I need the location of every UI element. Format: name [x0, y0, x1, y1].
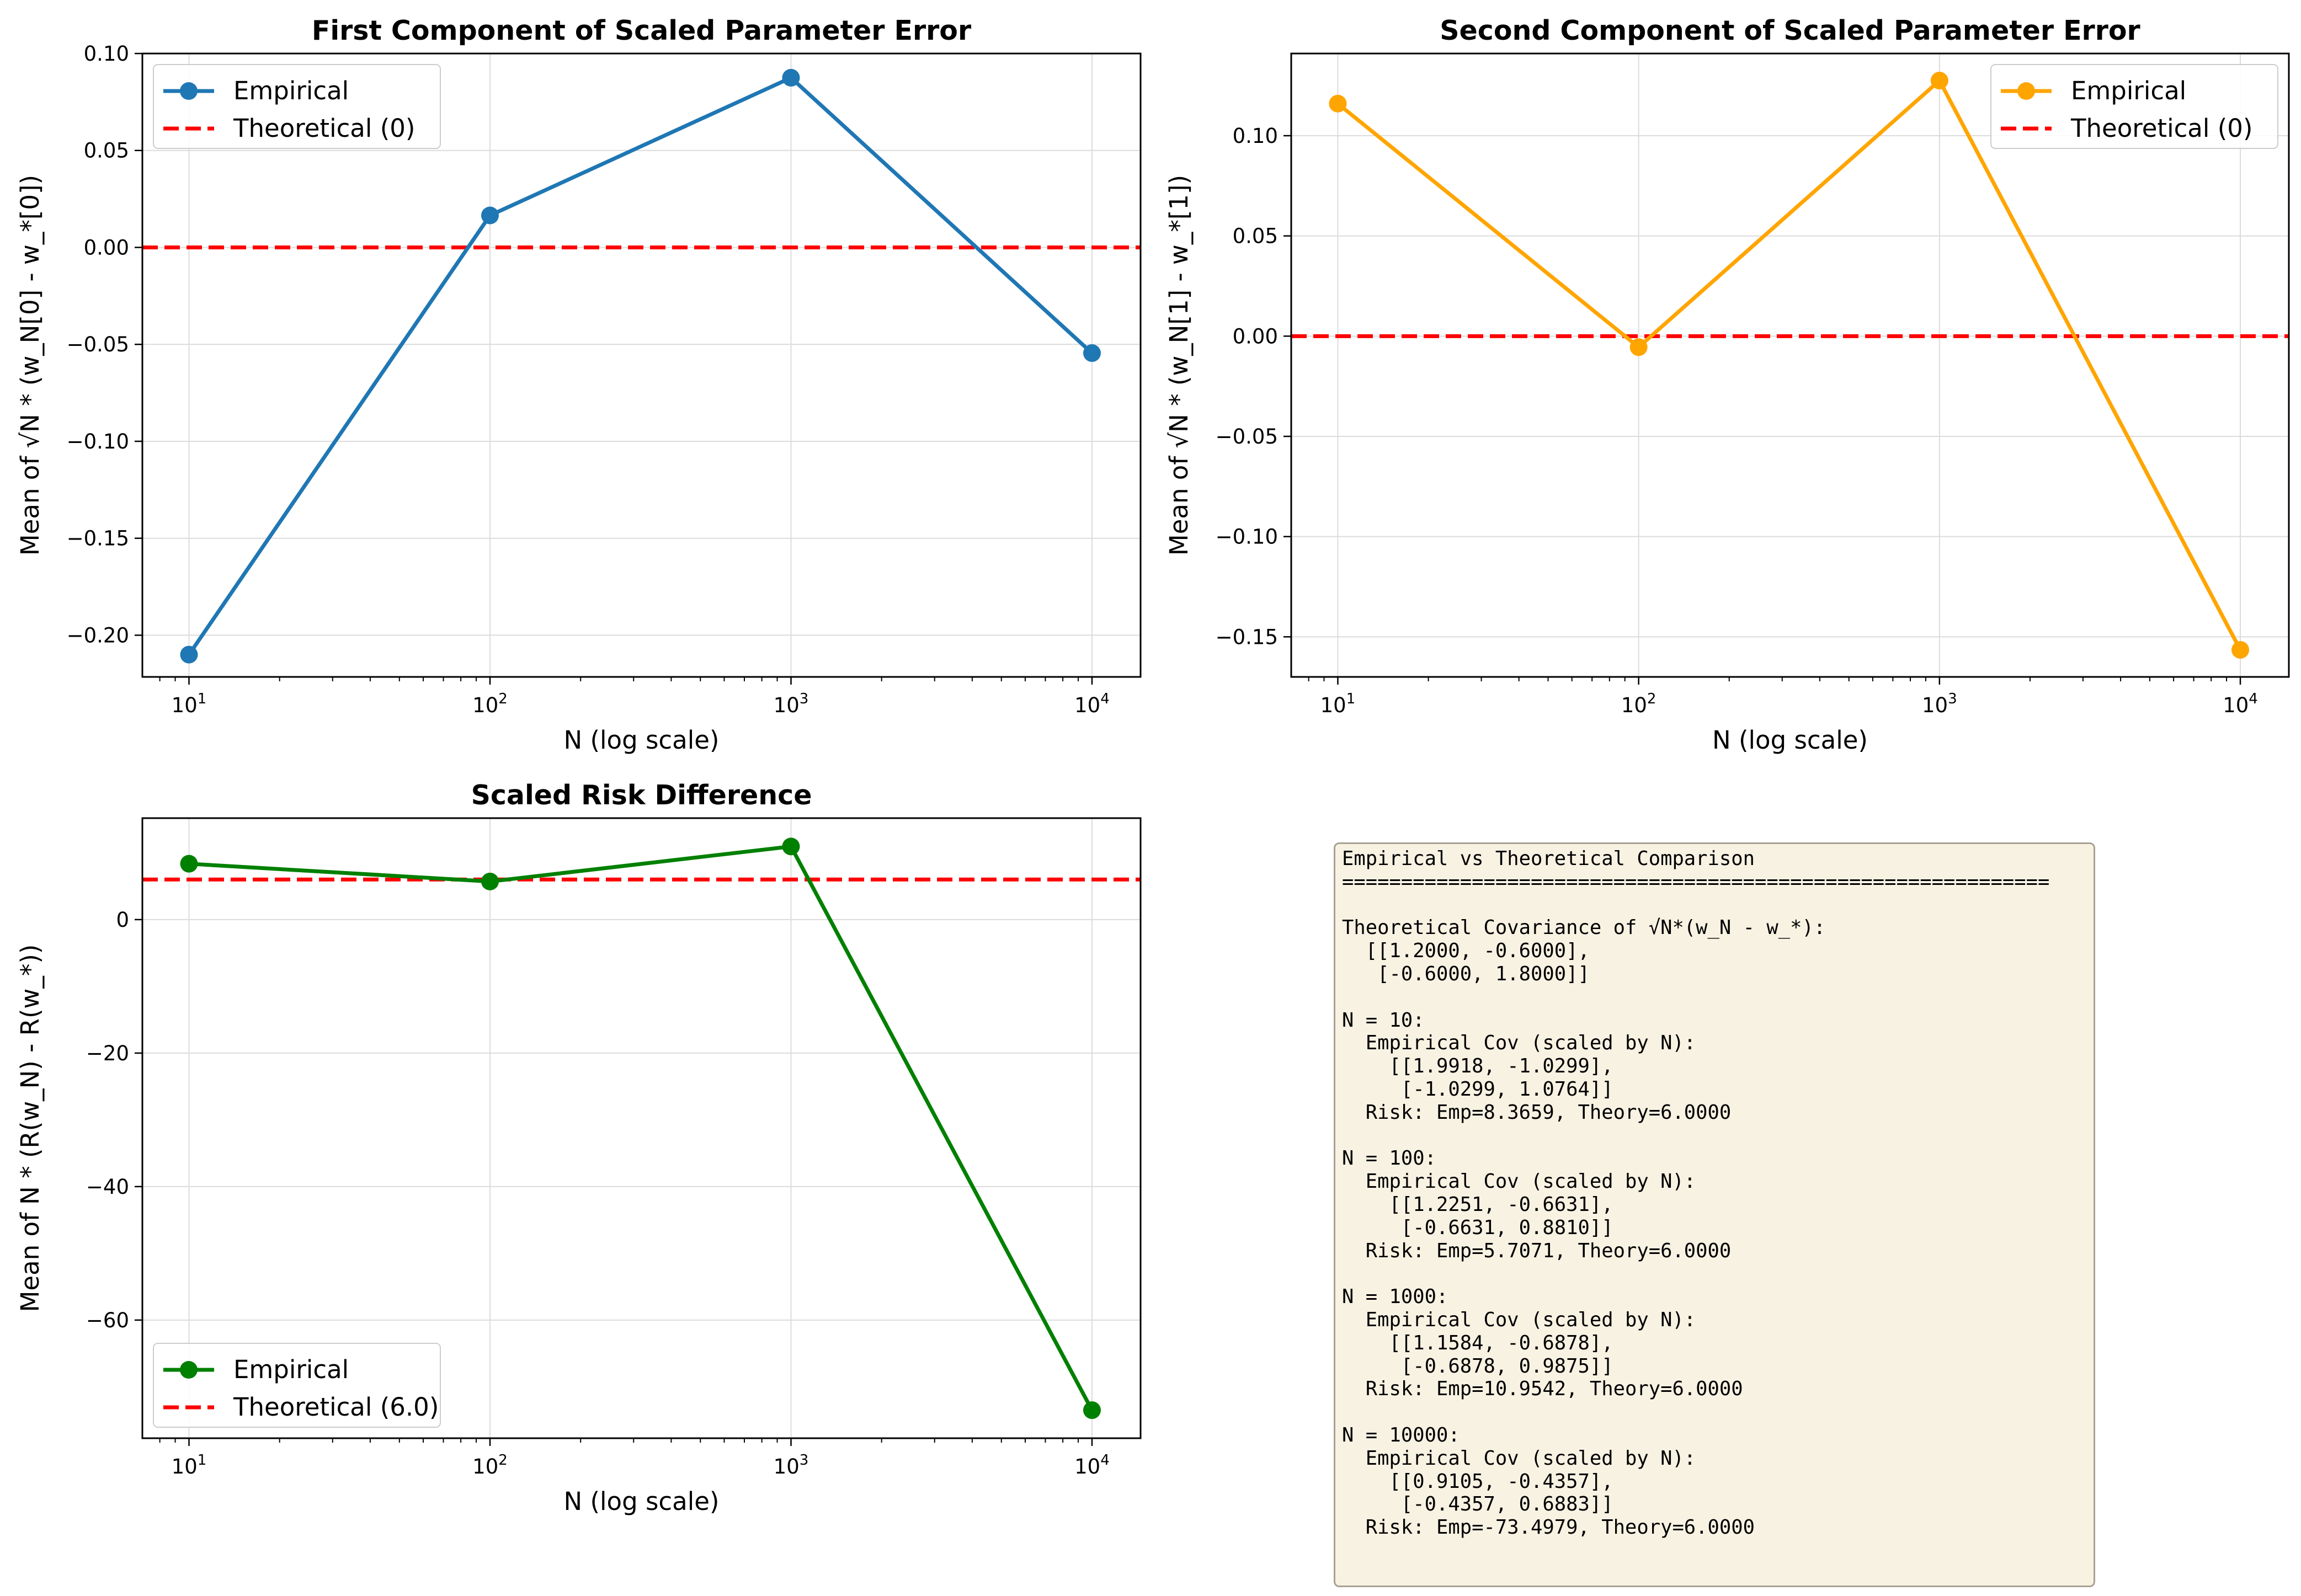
legend-label-empirical: Empirical — [233, 76, 349, 105]
empirical-point — [180, 855, 198, 873]
y-tick-label: −0.15 — [1216, 625, 1278, 649]
x-tick-label: 104 — [2223, 691, 2258, 717]
empirical-point — [1930, 72, 1948, 90]
x-tick-label: 102 — [472, 1452, 508, 1478]
x-tick-label: 104 — [1074, 691, 1110, 717]
y-tick-label: 0.00 — [84, 236, 129, 259]
y-tick-label: −20 — [86, 1042, 129, 1065]
x-tick-label: 104 — [1074, 1452, 1110, 1478]
y-tick-label: −0.15 — [67, 527, 129, 551]
y-tick-label: −0.10 — [1216, 525, 1278, 549]
empirical-point — [1083, 1401, 1101, 1419]
legend-frame — [153, 1343, 441, 1428]
panel-3: 101 102 103 104 0 −20 −40 −60 Scaled Risk Differ… — [15, 780, 1142, 1516]
x-axis-label: N (log scale) — [1712, 725, 1868, 755]
empirical-point — [481, 206, 499, 225]
axes-frame — [141, 52, 1142, 678]
x-tick-label: 101 — [1320, 691, 1356, 717]
chart-title: First Component of Scaled Parameter Erro… — [312, 15, 972, 46]
legend-marker-empirical — [180, 82, 198, 100]
chart-title: Second Component of Scaled Parameter Err… — [1440, 15, 2140, 46]
panel-1: 101 102 103 104 0.10 0.05 0.00 −0.05 −0.10 −0.15 −… — [15, 15, 1142, 755]
comparison-text: Empirical vs Theoretical Comparison ====… — [1342, 847, 2050, 1539]
x-tick-label: 103 — [774, 691, 809, 717]
empirical-point — [481, 872, 499, 890]
legend-frame — [1990, 64, 2278, 149]
legend-label-theoretical: Theoretical (0) — [233, 114, 415, 143]
x-tick-label: 101 — [172, 691, 207, 717]
x-tick-label: 103 — [1922, 691, 1957, 717]
panel-2: 101 102 103 104 0.10 0.05 0.00 −0.05 −0.10 −0.15 S… — [1164, 15, 2290, 755]
empirical-point — [2231, 640, 2250, 659]
empirical-point — [1329, 94, 1347, 113]
y-axis-label: Mean of √N * (w_N[1] - w_*[1]) — [1164, 175, 1194, 556]
chart-title: Scaled Risk Difference — [471, 780, 812, 811]
x-tick-label: 102 — [1621, 691, 1656, 717]
empirical-point — [180, 645, 198, 664]
legend-label-empirical: Empirical — [233, 1355, 349, 1384]
comparison-textbox: Empirical vs Theoretical Comparison ====… — [1334, 842, 2095, 1587]
legend: Empirical Theoretical (0) — [1990, 64, 2278, 149]
legend-marker-empirical — [2017, 82, 2035, 100]
empirical-point — [782, 68, 800, 87]
x-tick-label: 101 — [172, 1452, 207, 1478]
empirical-line — [189, 844, 1094, 1411]
x-axis-label: N (log scale) — [564, 725, 720, 755]
legend-marker-empirical — [180, 1361, 198, 1379]
y-axis-label: Mean of N * (R(w_N) - R(w_*)) — [15, 944, 45, 1312]
y-tick-label: −40 — [86, 1175, 129, 1199]
legend-label-theoretical: Theoretical (0) — [2070, 114, 2252, 143]
empirical-point — [782, 837, 800, 856]
empirical-line — [187, 76, 1094, 656]
axes-frame — [141, 817, 1142, 1439]
empirical-point — [1083, 344, 1101, 362]
y-tick-label: 0.10 — [84, 42, 129, 66]
y-tick-label: 0.05 — [1233, 225, 1278, 248]
axes-frame — [1290, 52, 2290, 678]
legend-label-theoretical: Theoretical (6.0) — [233, 1392, 439, 1422]
y-tick-label: −0.05 — [67, 333, 129, 356]
x-axis-label: N (log scale) — [564, 1487, 720, 1516]
legend-frame — [153, 64, 441, 149]
y-tick-label: −60 — [86, 1309, 129, 1332]
grid — [142, 818, 1141, 1438]
y-tick-label: 0 — [116, 908, 129, 932]
empirical-point — [1629, 338, 1648, 356]
x-tick-label: 102 — [472, 691, 508, 717]
y-tick-label: 0.05 — [84, 139, 129, 163]
legend-label-empirical: Empirical — [2071, 76, 2186, 105]
y-tick-label: −0.05 — [1216, 425, 1278, 449]
legend: Empirical Theoretical (0) — [153, 64, 441, 149]
x-tick-label: 103 — [774, 1452, 809, 1478]
y-tick-label: 0.10 — [1233, 124, 1278, 148]
empirical-line — [1336, 78, 2243, 651]
legend: Empirical Theoretical (6.0) — [153, 1343, 441, 1428]
y-tick-label: 0.00 — [1233, 324, 1278, 348]
y-tick-label: −0.10 — [67, 430, 129, 453]
y-tick-label: −0.20 — [67, 623, 129, 647]
y-axis-label: Mean of √N * (w_N[0] - w_*[0]) — [15, 175, 45, 556]
